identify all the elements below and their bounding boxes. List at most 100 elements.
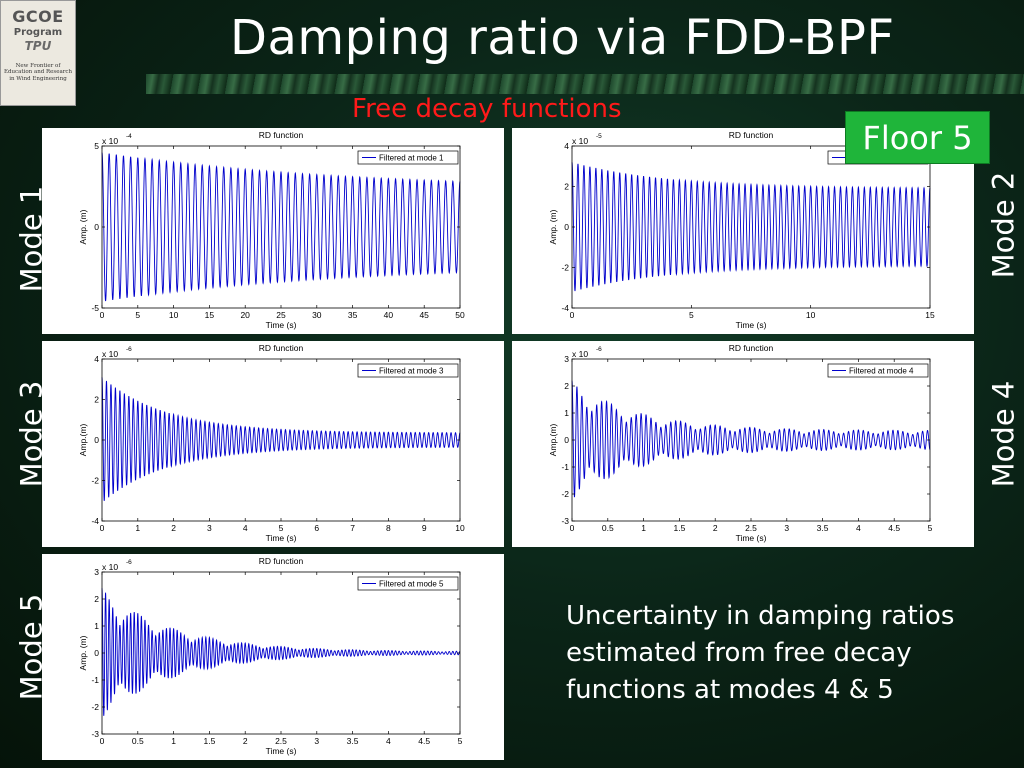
- y-tick-label: 0: [94, 648, 99, 658]
- x-tick-label: 9: [422, 523, 427, 533]
- legend-box: [357, 363, 459, 378]
- y-axis-label: Amp. (m): [78, 635, 88, 670]
- x-tick-label: 4.5: [418, 736, 430, 746]
- slide-title: Damping ratio via FDD-BPF: [230, 10, 895, 66]
- axes-box: [571, 145, 931, 309]
- floor-badge: Floor 5: [845, 111, 990, 164]
- y-tick-label: -1: [91, 675, 99, 685]
- x-tick-label: 5: [279, 523, 284, 533]
- logo-line3: TPU: [24, 39, 52, 53]
- y-tick-label: 0: [564, 435, 569, 445]
- signal-line: [571, 162, 931, 292]
- x-tick-label: 6: [314, 523, 319, 533]
- x-tick-label: 0: [100, 736, 105, 746]
- x-tick-label: 5: [928, 523, 933, 533]
- x-axis-label: Time (s): [266, 533, 297, 543]
- y-tick-label: 2: [94, 594, 99, 604]
- y-axis-label: Amp.(m): [78, 424, 88, 457]
- legend-label: Filtered at mode 4: [849, 367, 914, 376]
- x-tick-label: 3.5: [817, 523, 829, 533]
- y-axis-label: Amp. (m): [78, 209, 88, 244]
- x-tick-label: 0.5: [132, 736, 144, 746]
- chart-mode-5: RD function x 10 -6 0 0.5 1 1.5 2 2.5 3 3.5 4 4.5 5 3 2…: [78, 556, 463, 756]
- scale-exponent: -6: [126, 559, 132, 566]
- x-axis-label: Time (s): [266, 320, 297, 330]
- scale-exponent: -6: [596, 346, 602, 353]
- x-tick-label: 50: [455, 310, 465, 320]
- signal-line: [101, 377, 461, 501]
- scale-label: x 10: [572, 136, 588, 146]
- x-tick-label: 1.5: [203, 736, 215, 746]
- y-tick-label: -2: [561, 489, 569, 499]
- scale-label: x 10: [102, 562, 118, 572]
- mode-label-2: Mode 2: [986, 171, 1021, 279]
- x-tick-label: 4: [856, 523, 861, 533]
- chart-title: RD function: [729, 343, 774, 353]
- plot-mode-3: RD function x 10 -6 0 1 2 3 4 5 6 7 8 9 10 4 2 0 -2 -4 Time…: [42, 341, 504, 547]
- x-tick-label: 1: [641, 523, 646, 533]
- x-tick-label: 0: [570, 523, 575, 533]
- y-tick-label: -5: [91, 303, 99, 313]
- x-tick-label: 25: [276, 310, 286, 320]
- scale-label: x 10: [572, 349, 588, 359]
- x-tick-label: 10: [455, 523, 465, 533]
- x-tick-label: 10: [169, 310, 179, 320]
- chart-mode-4: RD function x 10 -6 0 0.5 1 1.5 2 2.5 3 3.5 4 4.5 5 3 2…: [548, 343, 933, 543]
- x-tick-label: 3: [207, 523, 212, 533]
- chart-title: RD function: [259, 343, 304, 353]
- x-tick-label: 1: [171, 736, 176, 746]
- x-tick-label: 2: [171, 523, 176, 533]
- y-tick-label: 1: [564, 408, 569, 418]
- plot-mode-1: RD function x 10 -4 0 5 10 15 20 25 30 35 40 45 50 5 0-…: [42, 128, 504, 334]
- y-tick-label: 0: [94, 435, 99, 445]
- legend-box: [357, 576, 459, 591]
- axes-box: [101, 571, 461, 735]
- x-axis-label: Time (s): [736, 533, 767, 543]
- y-tick-label: -2: [91, 702, 99, 712]
- x-tick-label: 1: [135, 523, 140, 533]
- scale-exponent: -4: [126, 133, 132, 140]
- x-tick-label: 10: [806, 310, 816, 320]
- y-tick-label: 3: [94, 567, 99, 577]
- x-tick-label: 15: [925, 310, 935, 320]
- signal-line: [101, 588, 461, 716]
- y-tick-label: 3: [564, 354, 569, 364]
- y-tick-label: 4: [94, 354, 99, 364]
- x-tick-label: 2: [713, 523, 718, 533]
- chart-title: RD function: [259, 130, 304, 140]
- y-tick-label: 4: [564, 141, 569, 151]
- x-tick-label: 1.5: [673, 523, 685, 533]
- y-tick-label: -3: [561, 516, 569, 526]
- y-tick-label: 2: [564, 182, 569, 192]
- logo-line1: GCOE: [12, 7, 64, 26]
- scale-exponent: -6: [126, 346, 132, 353]
- legend-box: [357, 150, 459, 165]
- y-tick-label: 2: [564, 381, 569, 391]
- x-tick-label: 35: [348, 310, 358, 320]
- logo-tagline: New Frontier of Education and Research i…: [3, 63, 73, 82]
- plot-mode-5: RD function x 10 -6 0 0.5 1 1.5 2 2.5 3 3.5 4 4.5 5 3 2…: [42, 554, 504, 760]
- slide-subtitle: Free decay functions: [352, 94, 622, 124]
- logo-line2: Program: [13, 27, 63, 38]
- x-tick-label: 2.5: [745, 523, 757, 533]
- mode-label-4: Mode 4: [986, 380, 1021, 488]
- x-tick-label: 0: [570, 310, 575, 320]
- legend-label: Filtered at mode 3: [379, 367, 444, 376]
- x-tick-label: 4: [386, 736, 391, 746]
- signal-line: [101, 152, 461, 302]
- x-tick-label: 0: [100, 523, 105, 533]
- y-tick-label: -3: [91, 729, 99, 739]
- x-tick-label: 20: [240, 310, 250, 320]
- x-tick-label: 3: [784, 523, 789, 533]
- x-tick-label: 45: [419, 310, 429, 320]
- x-tick-label: 4: [243, 523, 248, 533]
- signal-line: [571, 380, 931, 498]
- chart-title: RD function: [259, 556, 304, 566]
- y-tick-label: 1: [94, 621, 99, 631]
- chart-title: RD function: [729, 130, 774, 140]
- x-tick-label: 8: [386, 523, 391, 533]
- y-tick-label: 0: [564, 222, 569, 232]
- uncertainty-note: Uncertainty in damping ratios estimated …: [566, 601, 955, 705]
- x-tick-label: 0: [100, 310, 105, 320]
- x-tick-label: 0.5: [602, 523, 614, 533]
